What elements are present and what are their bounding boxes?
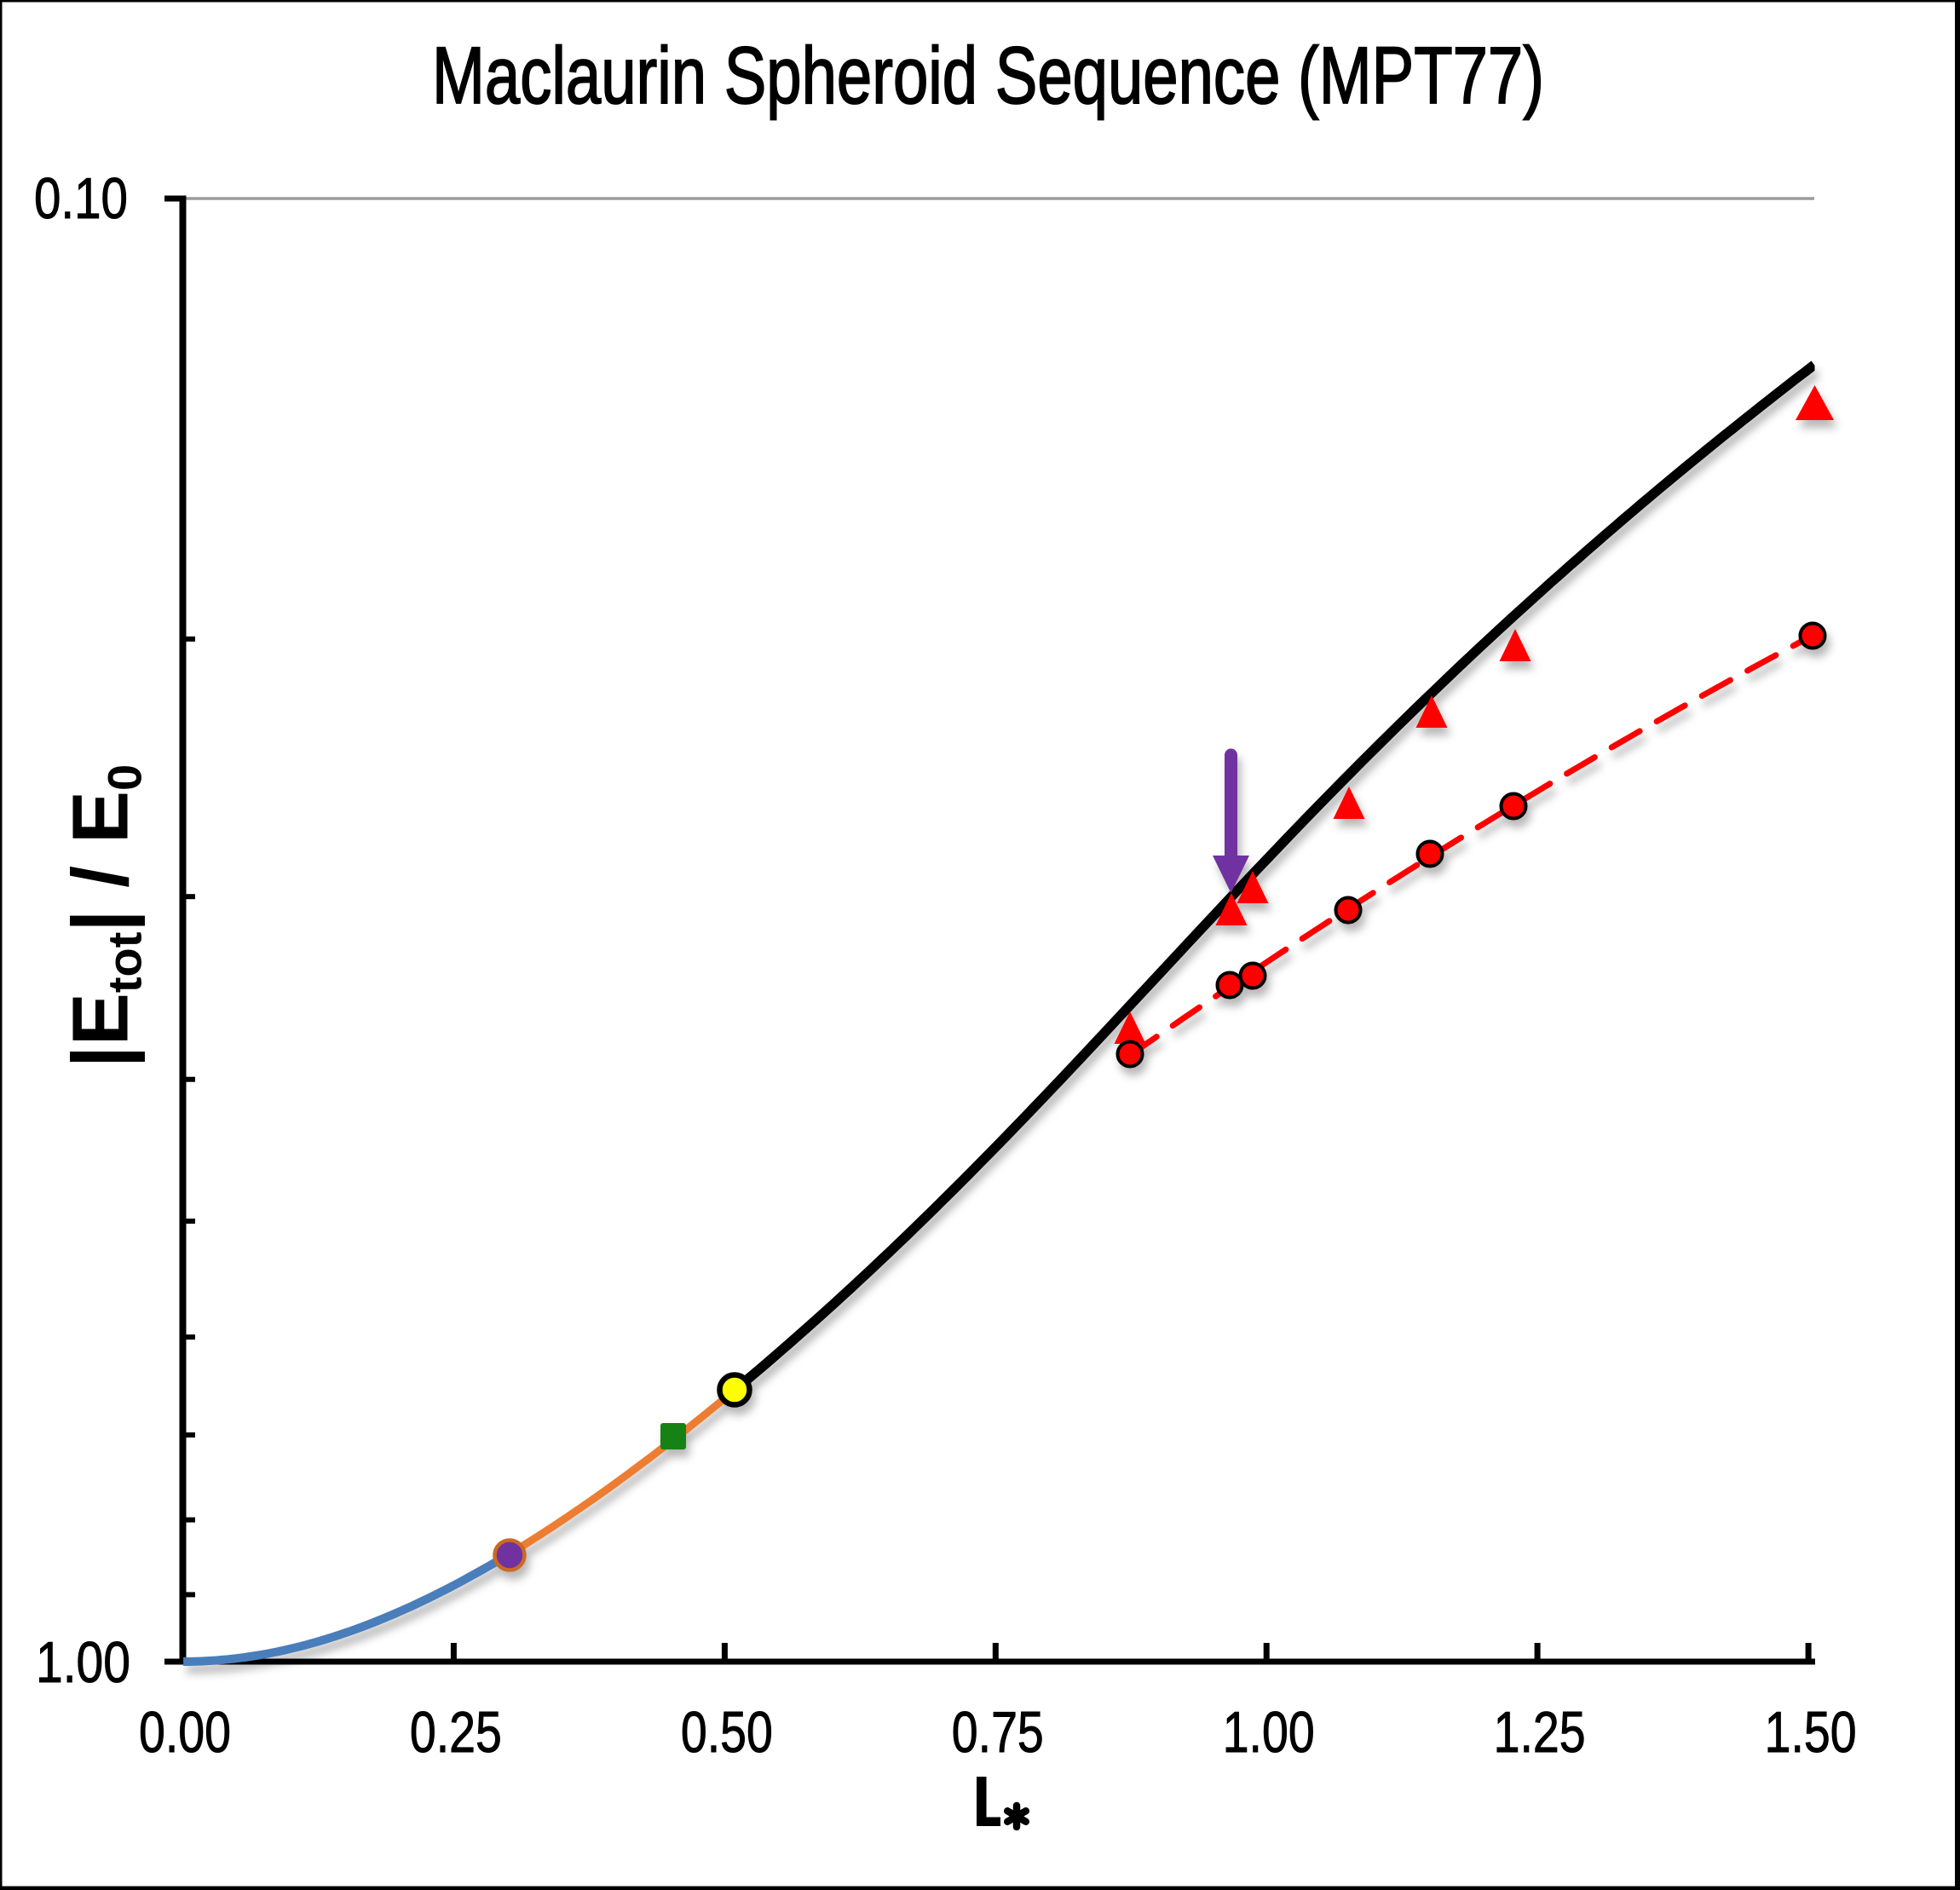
svg-text:0.75: 0.75 xyxy=(952,1700,1044,1765)
svg-text:1.50: 1.50 xyxy=(1765,1700,1857,1765)
svg-text:|Etot| / E0: |Etot| / E0 xyxy=(56,764,152,1068)
svg-text:0.50: 0.50 xyxy=(681,1700,773,1765)
svg-text:0.10: 0.10 xyxy=(34,166,128,231)
svg-text:1.25: 1.25 xyxy=(1494,1700,1586,1765)
svg-text:1.00: 1.00 xyxy=(36,1630,130,1695)
svg-text:0.00: 0.00 xyxy=(139,1700,231,1765)
svg-text:Maclaurin Spheroid Sequence (M: Maclaurin Spheroid Sequence (MPT77) xyxy=(432,31,1544,121)
svg-text:1.00: 1.00 xyxy=(1223,1700,1315,1765)
svg-text:0.25: 0.25 xyxy=(410,1700,502,1765)
